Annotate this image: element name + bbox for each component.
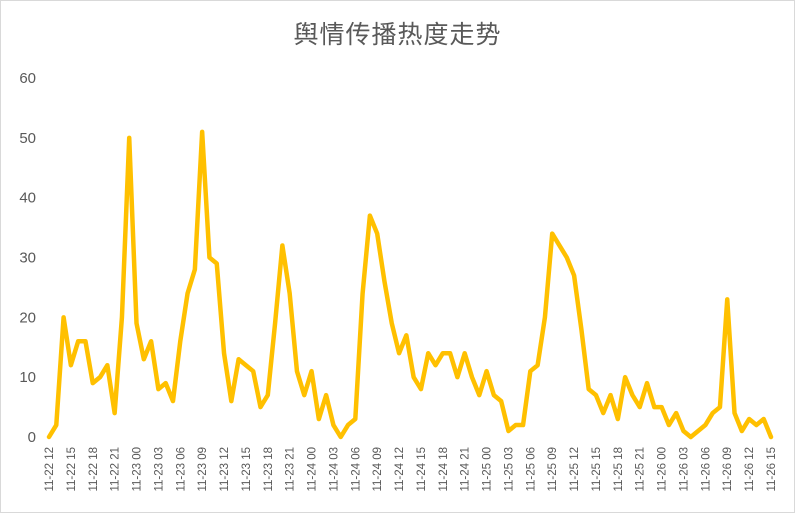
x-tick-label: 11-22 15 (66, 447, 78, 492)
x-tick-label: 11-24 12 (394, 447, 406, 492)
y-tick-label: 20 (19, 309, 36, 326)
x-tick-label: 11-25 18 (613, 447, 625, 492)
x-tick-label: 11-25 00 (482, 447, 494, 492)
y-tick-label: 40 (19, 190, 36, 207)
x-tick-label: 11-26 00 (657, 447, 669, 492)
x-tick-label: 11-23 03 (153, 447, 165, 492)
x-tick-label: 11-26 09 (722, 447, 734, 492)
x-tick-label: 11-23 18 (263, 447, 275, 492)
y-tick-label: 30 (19, 250, 36, 267)
y-tick-label: 60 (19, 70, 36, 87)
x-tick-label: 11-24 21 (460, 447, 472, 492)
x-tick-label: 11-25 06 (525, 447, 537, 492)
x-tick-label: 11-23 06 (175, 447, 187, 492)
y-tick-label: 0 (28, 429, 36, 446)
x-tick-label: 11-24 03 (328, 447, 340, 492)
x-tick-label: 11-24 15 (416, 447, 428, 492)
x-tick-label: 11-25 09 (547, 447, 559, 492)
x-tick-label: 11-23 12 (219, 447, 231, 492)
x-tick-label: 11-25 15 (591, 447, 603, 492)
x-tick-label: 11-24 09 (372, 447, 384, 492)
series-line (46, 129, 774, 440)
x-tick-label: 11-23 00 (132, 447, 144, 492)
x-tick-label: 11-25 03 (503, 447, 515, 492)
x-tick-label: 11-24 18 (438, 447, 450, 492)
x-tick-label: 11-25 12 (569, 447, 581, 492)
x-tick-label: 11-23 09 (197, 447, 209, 492)
x-tick-label: 11-23 21 (285, 447, 297, 492)
x-tick-label: 11-26 06 (700, 447, 712, 492)
x-tick-label: 11-24 00 (307, 447, 319, 492)
x-tick-label: 11-25 21 (635, 447, 647, 492)
chart-title: 舆情传播热度走势 (293, 20, 502, 49)
x-tick-label: 11-23 15 (241, 447, 253, 492)
x-tick-label: 11-22 18 (88, 447, 100, 492)
y-tick-label: 50 (19, 130, 36, 147)
x-tick-label: 11-26 15 (766, 447, 778, 492)
x-tick-label: 11-26 03 (678, 447, 690, 492)
x-tick-label: 11-22 21 (110, 447, 122, 492)
x-tick-label: 11-22 12 (44, 447, 56, 492)
x-tick-label: 11-26 12 (744, 447, 756, 492)
x-tick-label: 11-24 06 (350, 447, 362, 492)
y-tick-label: 10 (19, 369, 36, 386)
